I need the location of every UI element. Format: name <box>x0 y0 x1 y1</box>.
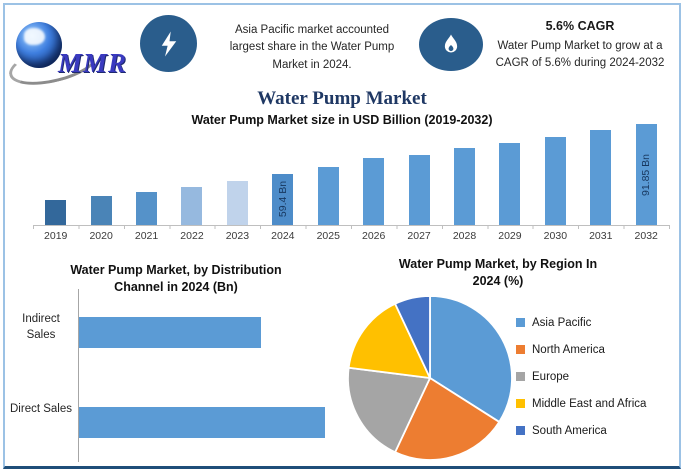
bar-column-2029 <box>487 122 532 225</box>
region-chart-title-line: Water Pump Market, by Region In <box>398 257 598 271</box>
x-axis-label-2020: 2020 <box>89 230 113 242</box>
bar-column-2019 <box>33 122 78 225</box>
bar-2023 <box>226 180 248 225</box>
bar-2021 <box>136 191 158 225</box>
region-chart-title-line: 2024 (%) <box>472 273 524 288</box>
bar-column-2024: 59.4 Bn <box>260 122 305 225</box>
mmr-logo: MMR <box>5 20 132 93</box>
bar-column-2021 <box>124 122 169 225</box>
bar-2030 <box>544 137 566 225</box>
x-axis-label-2024: 2024 <box>271 230 295 242</box>
cagr-heading: 5.6% CAGR <box>545 19 615 33</box>
legend-item-europe: Europe <box>516 363 680 390</box>
lightning-icon <box>140 15 197 72</box>
bar-column-2031 <box>578 122 623 225</box>
x-axis-labels: 2019 2020 2021 2022 2023 2024 2025 2026 2027 2028… <box>33 230 669 242</box>
legend-swatch-middle-east-and-africa <box>516 399 525 408</box>
bar-2031 <box>590 130 612 225</box>
bar-column-2023 <box>215 122 260 225</box>
region-chart-title: Water Pump Market, by Region In 2024 (%) <box>348 256 648 290</box>
legend-label-asia-pacific: Asia Pacific <box>532 316 592 329</box>
bar-2022 <box>181 186 203 225</box>
legend-item-middle-east-and-africa: Middle East and Africa <box>516 390 680 417</box>
logo-text: MMR <box>58 48 128 78</box>
x-axis-label-2019: 2019 <box>44 230 68 242</box>
bar-2028 <box>454 148 475 225</box>
market-size-bars: 59.4 Bn 91.85 Bn <box>33 122 669 225</box>
x-axis-label-2032: 2032 <box>634 230 658 242</box>
bar-data-label-2024: 59.4 Bn <box>276 181 289 218</box>
bar-2029 <box>499 143 521 225</box>
distribution-chart-title-line: Water Pump Market, by Distribution <box>70 263 282 277</box>
bar-2025 <box>317 167 339 225</box>
legend-label-middle-east-and-africa: Middle East and Africa <box>532 397 647 410</box>
bar-2024: 59.4 Bn <box>272 173 294 225</box>
pie-slice-europe <box>347 366 431 454</box>
bar-2026 <box>363 158 385 225</box>
cagr-line: CAGR of 5.6% during 2024-2032 <box>495 57 665 69</box>
distribution-chart-title: Water Pump Market, by Distribution Chann… <box>14 262 338 296</box>
market-size-chart-title: Water Pump Market size in USD Billion (2… <box>191 113 493 127</box>
callout-asia-pacific-line: Asia Pacific market accounted <box>234 24 390 36</box>
legend-label-europe: Europe <box>532 370 570 383</box>
legend-swatch-europe <box>516 372 525 381</box>
distribution-chart-title-line: Channel in 2024 (Bn) <box>114 279 238 294</box>
legend-item-asia-pacific: Asia Pacific <box>516 309 680 336</box>
bar-column-2030 <box>533 122 578 225</box>
legend-label-north-america: North America <box>532 343 605 356</box>
x-axis-label-2027: 2027 <box>407 230 431 242</box>
bar-indirect-sales <box>79 317 261 348</box>
cagr-line: Water Pump Market to grow at a <box>497 39 663 52</box>
legend-swatch-asia-pacific <box>516 318 525 327</box>
x-axis-label-2025: 2025 <box>316 230 340 242</box>
x-axis-label-2028: 2028 <box>452 230 477 242</box>
pie-slice-south-america <box>394 295 431 379</box>
globe-icon <box>16 22 62 68</box>
callout-asia-pacific-line: largest share in the Water Pump <box>229 41 395 54</box>
x-axis-label-2031: 2031 <box>589 230 613 242</box>
hbar-y-axis-line <box>78 289 79 462</box>
bar-column-2020 <box>78 122 123 225</box>
callout-cagr: 5.6% CAGR Water Pump Market to grow at a… <box>487 17 673 72</box>
legend-label-south-america: South America <box>532 424 607 437</box>
category-label-direct-sales: Direct Sales <box>10 403 72 415</box>
page-title: Water Pump Market <box>257 88 427 109</box>
x-axis-label-2026: 2026 <box>361 230 386 242</box>
legend-swatch-south-america <box>516 426 525 435</box>
bar-column-2028 <box>442 122 487 225</box>
x-axis-label-2030: 2030 <box>543 230 568 242</box>
pie-slice-middle-east-and-africa <box>347 302 431 379</box>
x-axis-label-2029: 2029 <box>498 230 522 242</box>
callout-asia-pacific: Asia Pacific market accounted largest sh… <box>202 22 422 74</box>
x-axis-label-2021: 2021 <box>134 230 159 242</box>
bar-column-2026 <box>351 122 396 225</box>
category-label-indirect-sales: Indirect Sales <box>22 313 60 342</box>
legend-item-north-america: North America <box>516 336 680 363</box>
bar-2027 <box>408 155 430 225</box>
callout-asia-pacific-line: Market in 2024. <box>272 58 352 71</box>
bar-2019 <box>45 199 67 225</box>
bar-direct-sales <box>79 407 325 438</box>
x-axis-label-2022: 2022 <box>180 230 204 242</box>
bar-column-2025 <box>306 122 351 225</box>
outer-border <box>3 3 681 469</box>
legend-item-south-america: South America <box>516 417 680 444</box>
bar-column-2027 <box>396 122 441 225</box>
region-pie-chart <box>347 295 513 461</box>
x-axis-ticks <box>33 225 670 229</box>
region-pie-legend: Asia Pacific North America Europe Middle Ea… <box>516 309 680 444</box>
x-axis-label-2023: 2023 <box>225 230 250 242</box>
bar-2020 <box>90 195 112 225</box>
legend-swatch-north-america <box>516 345 525 354</box>
bar-column-2022 <box>169 122 214 225</box>
flame-icon <box>419 18 483 71</box>
bar-column-2032: 91.85 Bn <box>623 122 668 225</box>
bar-2032: 91.85 Bn <box>635 124 657 225</box>
bar-data-label-2032: 91.85 Bn <box>640 153 653 196</box>
